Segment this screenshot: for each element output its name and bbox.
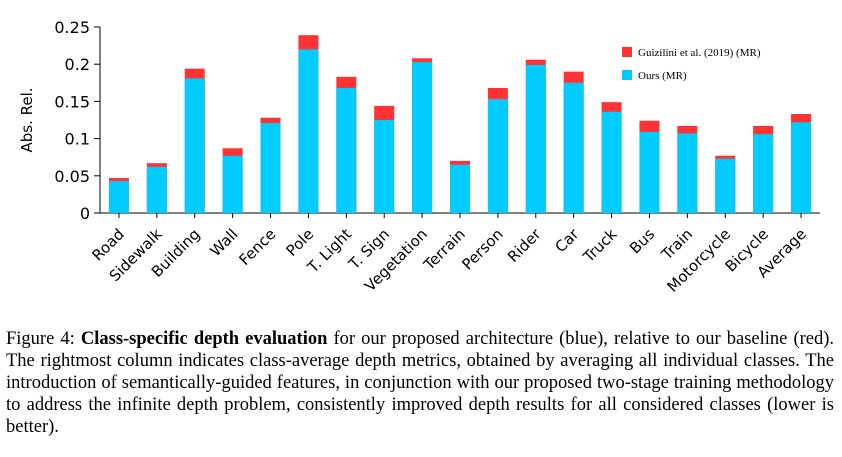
y-tick-label: 0.1	[65, 130, 90, 149]
caption-bold: Class-specific depth evaluation	[80, 329, 328, 349]
y-tick-label: 0.05	[54, 167, 90, 186]
legend-label: Ours (MR)	[638, 70, 687, 82]
x-tick-label: Fence	[235, 225, 279, 269]
bar	[563, 82, 584, 213]
y-tick-label: 0.25	[54, 18, 90, 37]
bar	[146, 166, 167, 213]
bar	[715, 158, 736, 213]
bar	[260, 122, 281, 213]
legend-swatch	[622, 70, 632, 80]
bar	[184, 78, 205, 213]
y-tick-label: 0.2	[65, 55, 90, 74]
bar	[298, 49, 319, 213]
bar	[412, 61, 433, 213]
bar	[639, 131, 660, 213]
bar	[374, 120, 395, 213]
bar	[450, 164, 470, 213]
bar	[108, 181, 129, 213]
bar	[487, 99, 508, 213]
x-tick-label: Rider	[504, 225, 545, 266]
x-tick-label: Bus	[626, 225, 658, 257]
bar	[753, 134, 774, 213]
y-axis-label: Abs. Rel.	[18, 87, 36, 152]
bar	[222, 155, 243, 213]
bar	[336, 88, 357, 213]
caption-label: Figure 4:	[6, 329, 75, 349]
legend-label: Guizilini et al. (2019) (MR)	[638, 47, 761, 59]
y-tick-label: 0.15	[54, 92, 90, 111]
legend-swatch	[622, 47, 632, 57]
bar	[791, 122, 812, 213]
x-tick-label: Terrain	[419, 225, 468, 274]
x-tick-label: Person	[458, 225, 506, 273]
y-tick-label: 0	[80, 204, 90, 223]
caption-text: for our proposed architecture (blue), re…	[6, 329, 835, 437]
x-tick-label: Truck	[579, 225, 621, 267]
chart: Abs. Rel. 00.050.10.150.20.25RoadSidewal…	[18, 18, 820, 296]
bar	[601, 111, 622, 213]
caption: Figure 4: Class-specific depth evaluatio…	[6, 328, 834, 438]
bar	[677, 133, 698, 213]
x-tick-label: Car	[552, 225, 584, 257]
bar	[525, 64, 546, 213]
